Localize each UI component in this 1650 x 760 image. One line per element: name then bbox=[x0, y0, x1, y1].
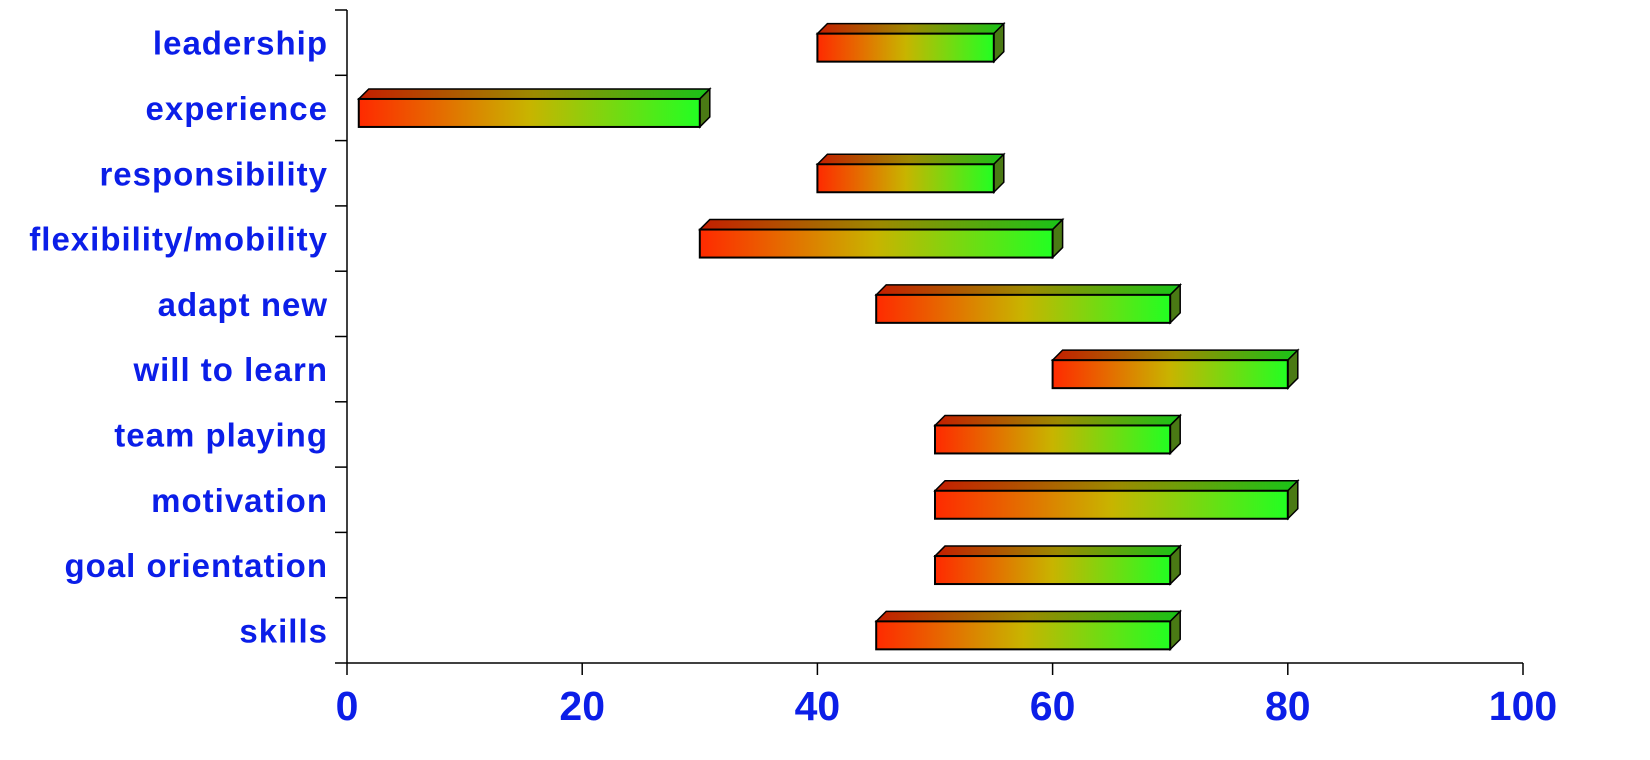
bar-front-face bbox=[875, 620, 1172, 651]
bar-front-face bbox=[698, 228, 1054, 259]
x-tick-labels: 0 20 40 60 80 100 bbox=[336, 683, 1558, 729]
category-label: experience bbox=[146, 90, 328, 127]
bar-front-face bbox=[875, 293, 1172, 324]
bar-top-face bbox=[874, 610, 1183, 623]
bar-top-face bbox=[933, 480, 1300, 492]
category-label: team playing bbox=[114, 416, 328, 453]
bar-top-face bbox=[356, 88, 712, 100]
category-label: will to learn bbox=[132, 351, 328, 388]
category-label: goal orientation bbox=[65, 547, 329, 584]
category-label: flexibility/mobility bbox=[29, 221, 328, 258]
bar-front-face bbox=[357, 97, 701, 128]
bar-top-face bbox=[815, 153, 1006, 165]
x-tick-label: 20 bbox=[559, 683, 605, 729]
bar-top-face bbox=[933, 545, 1183, 557]
category-label: motivation bbox=[151, 482, 328, 519]
bar-top-face bbox=[1050, 349, 1300, 361]
bar-top-face bbox=[815, 22, 1006, 35]
x-tick-label: 0 bbox=[336, 683, 359, 729]
category-label: adapt new bbox=[158, 286, 328, 323]
bar-top-face bbox=[874, 284, 1183, 296]
bar-front-face bbox=[816, 32, 995, 63]
category-labels: leadership experience responsibility flexib… bbox=[29, 25, 329, 650]
x-tick-label: 80 bbox=[1265, 683, 1311, 729]
bar-7 bbox=[933, 478, 1300, 521]
bar-9 bbox=[874, 609, 1183, 652]
bar-front-face bbox=[934, 489, 1289, 520]
bars-layer bbox=[356, 21, 1300, 652]
bar-front-face bbox=[816, 163, 995, 194]
bar-front-face bbox=[1051, 359, 1289, 390]
axes-layer bbox=[335, 9, 1524, 675]
x-tick-label: 40 bbox=[795, 683, 841, 729]
bar-8 bbox=[933, 544, 1183, 586]
bar-top-face bbox=[933, 414, 1183, 427]
bar-4 bbox=[874, 283, 1183, 325]
bar-front-face bbox=[934, 555, 1172, 586]
bar-5 bbox=[1050, 348, 1300, 390]
x-tick-label: 60 bbox=[1030, 683, 1076, 729]
bar-2 bbox=[815, 152, 1006, 195]
bar-6 bbox=[933, 413, 1183, 456]
bar-1 bbox=[356, 87, 712, 129]
category-label: leadership bbox=[153, 25, 328, 62]
x-tick-label: 100 bbox=[1489, 683, 1557, 729]
category-label: skills bbox=[239, 612, 328, 649]
bar-3 bbox=[697, 217, 1065, 260]
bar-front-face bbox=[934, 424, 1172, 455]
bar-0 bbox=[815, 21, 1006, 64]
category-label: responsibility bbox=[99, 155, 328, 192]
bar-top-face bbox=[697, 218, 1065, 231]
